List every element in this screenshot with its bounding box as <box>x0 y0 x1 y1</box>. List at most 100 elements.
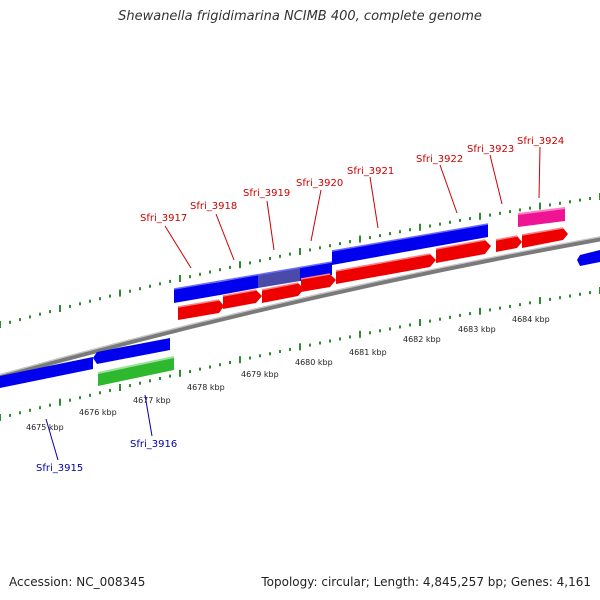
scale-tick <box>229 361 231 364</box>
scale-tick <box>259 259 261 263</box>
scale-tick <box>479 307 481 315</box>
scale-tick <box>299 343 301 351</box>
scale-tick <box>379 234 381 238</box>
scale-tick <box>589 197 591 200</box>
tick-label: 4681 kbp <box>349 348 387 357</box>
cds-block[interactable] <box>0 357 93 389</box>
scale-tick <box>19 318 21 322</box>
scale-tick <box>219 363 221 367</box>
scale-tick <box>469 217 471 221</box>
scale-tick <box>569 200 571 204</box>
cds-arrow[interactable] <box>522 228 568 248</box>
scale-tick <box>349 240 351 244</box>
cds-arrow[interactable] <box>496 236 522 252</box>
scale-tick <box>489 213 491 217</box>
scale-tick <box>129 384 131 388</box>
scale-tick <box>539 202 541 210</box>
scale-tick <box>579 198 581 202</box>
scale-tick <box>39 312 41 316</box>
scale-tick <box>299 248 301 255</box>
scale-tick <box>9 413 11 417</box>
gene-label[interactable]: Sfri_3915 <box>36 463 83 474</box>
scale-tick <box>79 396 81 400</box>
scale-tick <box>119 289 121 297</box>
gene-label[interactable]: Sfri_3921 <box>347 166 394 177</box>
gene-label[interactable]: Sfri_3923 <box>467 144 514 155</box>
scale-tick <box>169 374 171 378</box>
scale-tick <box>229 265 231 269</box>
scale-tick <box>109 294 111 298</box>
scale-tick <box>209 365 211 369</box>
scale-tick <box>309 343 311 347</box>
scale-tick <box>29 315 31 319</box>
scale-tick <box>439 222 441 226</box>
green-feature[interactable] <box>98 357 174 386</box>
scale-tick <box>449 315 451 319</box>
tick-label: 4684 kbp <box>512 315 550 324</box>
tick-label: 4680 kbp <box>295 358 333 367</box>
cds-arrow[interactable] <box>178 300 224 320</box>
tick-label: 4679 kbp <box>241 370 279 379</box>
scale-tick <box>459 313 461 317</box>
scale-tick <box>369 331 371 335</box>
scale-tick <box>59 398 61 406</box>
scale-tick <box>329 339 331 343</box>
gene-labels-above: Sfri_3917 Sfri_3918 Sfri_3919 Sfri_3920 … <box>140 136 564 269</box>
tick-label: 4677 kbp <box>133 396 171 405</box>
scale-tick <box>329 244 331 248</box>
cds-block[interactable] <box>432 224 488 247</box>
gene-label[interactable]: Sfri_3917 <box>140 213 187 224</box>
scale-tick <box>239 356 241 364</box>
scale-tick <box>0 321 1 328</box>
scale-tick <box>549 297 551 301</box>
scale-tick <box>409 323 411 327</box>
accession-label: Accession: NC_008345 <box>9 575 146 589</box>
cds-arrow[interactable] <box>336 254 436 284</box>
gene-label[interactable]: Sfri_3922 <box>416 154 463 165</box>
cds-block[interactable] <box>220 275 258 295</box>
genome-backbone <box>0 236 600 380</box>
cds-block-dim[interactable] <box>258 268 300 288</box>
scale-tick <box>539 297 541 305</box>
cds-block[interactable] <box>577 250 600 266</box>
cds-block[interactable] <box>93 338 170 364</box>
gene-label[interactable]: Sfri_3920 <box>296 178 343 189</box>
scale-tick <box>389 232 391 236</box>
scale-tick <box>209 270 211 274</box>
tick-label: 4678 kbp <box>187 383 225 392</box>
feature-row-forward <box>173 207 566 303</box>
scale-tick <box>499 211 501 215</box>
cds-arrow[interactable] <box>436 240 491 263</box>
gene-label[interactable]: Sfri_3918 <box>190 201 237 212</box>
feature-row-left <box>0 250 600 389</box>
scale-tick <box>159 377 161 380</box>
gene-label[interactable]: Sfri_3924 <box>517 136 564 147</box>
scale-tick <box>399 325 401 329</box>
page-title: Shewanella frigidimarina NCIMB 400, comp… <box>118 9 482 24</box>
scale-tick <box>389 327 391 331</box>
scale-tick <box>559 201 561 205</box>
scale-tick <box>339 242 341 246</box>
scale-tick <box>419 319 421 326</box>
scale-tick <box>409 228 411 232</box>
scale-tick <box>319 246 321 250</box>
scale-tick <box>49 403 51 407</box>
scale-tick <box>379 329 381 333</box>
gene-label[interactable]: Sfri_3916 <box>130 439 177 450</box>
scale-tick <box>129 289 131 293</box>
scale-tick <box>359 330 361 338</box>
gene-label[interactable]: Sfri_3919 <box>243 188 290 199</box>
scale-tick <box>0 414 1 421</box>
scale-tick <box>499 306 501 310</box>
scale-tick <box>279 254 281 258</box>
cds-arrow[interactable] <box>301 274 336 292</box>
scale-tick <box>489 308 491 312</box>
scale-tick <box>39 406 41 410</box>
scale-tick <box>159 282 161 286</box>
genome-summary: Topology: circular; Length: 4,845,257 bp… <box>261 575 591 589</box>
scale-tick <box>319 341 321 345</box>
gene-labels-below: Sfri_3915 Sfri_3916 <box>36 394 177 474</box>
scale-labels: 4675 kbp 4676 kbp 4677 kbp 4678 kbp 4679… <box>26 315 550 432</box>
cds-block[interactable] <box>332 234 432 265</box>
scale-tick <box>519 208 521 212</box>
